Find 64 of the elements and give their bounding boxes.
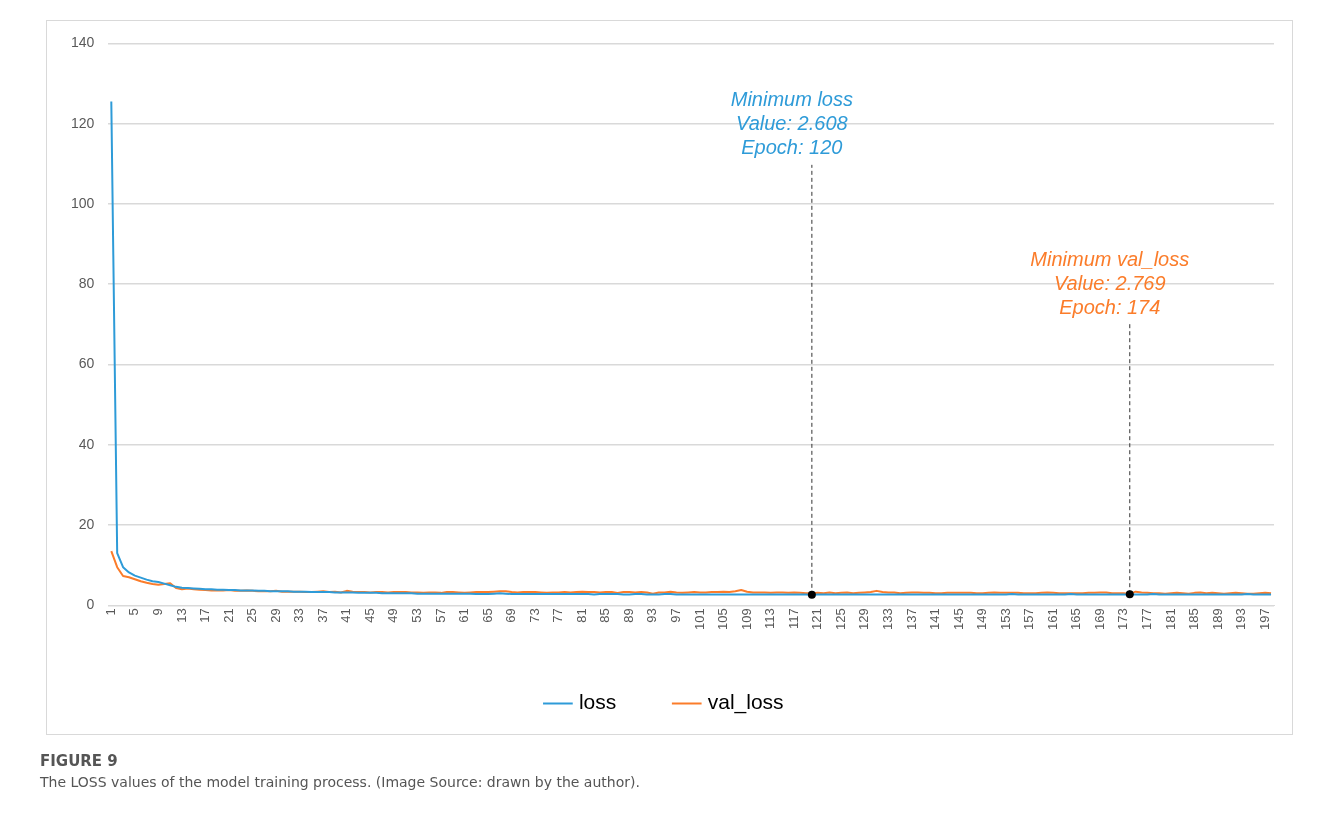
x-tick-label: 101 — [691, 608, 707, 631]
x-tick-label: 133 — [879, 608, 895, 631]
x-tick-label: 125 — [832, 608, 848, 631]
x-tick-label: 33 — [291, 608, 307, 623]
x-tick-label: 149 — [974, 608, 990, 631]
y-tick-label: 120 — [71, 114, 95, 131]
x-tick-label: 57 — [432, 608, 448, 623]
x-tick-label: 13 — [173, 608, 189, 623]
x-tick-label: 89 — [620, 608, 636, 623]
annotation: Minimum loss Value: 2.608 Epoch: 120 — [730, 88, 853, 159]
x-tick-label: 41 — [338, 608, 354, 623]
y-tick-label: 140 — [71, 34, 95, 51]
text: The LOSS values of the model training process. (Image Source: drawn by the author). — [40, 774, 640, 790]
y-tick-label: 40 — [78, 435, 95, 452]
x-tick-label: 157 — [1021, 608, 1037, 631]
x-tick-label: 97 — [668, 608, 684, 623]
x-tick-label: 9 — [149, 608, 165, 616]
annotation: Minimum val_loss Value: 2.769 Epoch: 174 — [1030, 247, 1190, 318]
x-tick-label: 17 — [197, 608, 213, 623]
y-tick-label: 60 — [78, 355, 95, 372]
x-tick-label: 189 — [1209, 608, 1225, 631]
x-tick-label: 93 — [644, 608, 660, 623]
y-tick-label: 20 — [78, 515, 95, 532]
x-tick-label: 137 — [903, 608, 919, 631]
x-tick-label: 65 — [479, 608, 495, 623]
x-tick-label: 53 — [409, 608, 425, 623]
x-tick-label: 193 — [1233, 608, 1249, 631]
x-tick-label: 113 — [762, 608, 778, 630]
x-tick-label: 117 — [785, 608, 801, 630]
x-tick-label: 21 — [220, 608, 236, 623]
x-tick-label: 197 — [1256, 608, 1272, 631]
x-tick-label: 73 — [526, 608, 542, 623]
x-tick-label: 37 — [314, 608, 330, 623]
y-tick-label: 100 — [71, 194, 95, 211]
x-tick-label: 153 — [997, 608, 1013, 631]
x-tick-label: 165 — [1068, 608, 1084, 631]
x-tick-label: 45 — [361, 608, 377, 623]
x-tick-label: 81 — [573, 608, 589, 623]
x-tick-label: 29 — [267, 608, 283, 623]
x-tick-label: 25 — [244, 608, 260, 623]
x-tick-label: 105 — [715, 608, 731, 631]
x-tick-label: 181 — [1162, 608, 1178, 631]
y-tick-label: 80 — [78, 275, 95, 292]
x-tick-label: 121 — [809, 608, 825, 631]
legend-label: val_loss — [707, 690, 784, 715]
x-tick-label: 61 — [456, 608, 472, 623]
x-tick-label: 185 — [1186, 608, 1202, 631]
text: FIGURE 9 — [40, 752, 119, 770]
x-tick-label: 161 — [1044, 608, 1060, 631]
x-tick-label: 5 — [126, 608, 142, 616]
x-tick-label: 129 — [856, 608, 872, 631]
x-tick-label: 69 — [503, 608, 519, 623]
x-tick-label: 177 — [1139, 608, 1155, 631]
x-tick-label: 173 — [1115, 608, 1131, 631]
x-tick-label: 85 — [597, 608, 613, 623]
x-tick-label: 1 — [102, 608, 118, 616]
x-tick-label: 169 — [1091, 608, 1107, 631]
x-tick-label: 141 — [927, 608, 943, 631]
x-tick-label: 77 — [550, 608, 566, 623]
x-tick-label: 109 — [738, 608, 754, 631]
x-tick-label: 49 — [385, 608, 401, 623]
legend-label: loss — [578, 690, 617, 714]
x-tick-label: 145 — [950, 608, 966, 631]
y-tick-label: 0 — [86, 596, 95, 613]
